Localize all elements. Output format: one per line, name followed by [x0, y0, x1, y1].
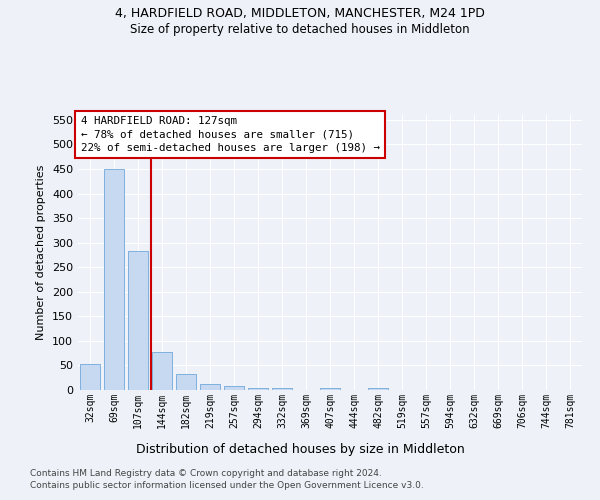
Bar	[320, 388, 340, 390]
Text: Distribution of detached houses by size in Middleton: Distribution of detached houses by size …	[136, 442, 464, 456]
Text: Contains HM Land Registry data © Crown copyright and database right 2024.: Contains HM Land Registry data © Crown c…	[30, 469, 382, 478]
Text: Contains public sector information licensed under the Open Government Licence v3: Contains public sector information licen…	[30, 481, 424, 490]
Bar	[80, 364, 100, 390]
Bar	[128, 251, 148, 390]
Text: 4, HARDFIELD ROAD, MIDDLETON, MANCHESTER, M24 1PD: 4, HARDFIELD ROAD, MIDDLETON, MANCHESTER…	[115, 8, 485, 20]
Bar	[176, 374, 196, 390]
Text: Size of property relative to detached houses in Middleton: Size of property relative to detached ho…	[130, 22, 470, 36]
Bar	[272, 388, 292, 390]
Bar	[248, 388, 268, 390]
Bar	[200, 384, 220, 390]
Y-axis label: Number of detached properties: Number of detached properties	[37, 165, 46, 340]
Bar	[152, 352, 172, 390]
Bar	[368, 388, 388, 390]
Bar	[224, 386, 244, 390]
Bar	[104, 169, 124, 390]
Text: 4 HARDFIELD ROAD: 127sqm
← 78% of detached houses are smaller (715)
22% of semi-: 4 HARDFIELD ROAD: 127sqm ← 78% of detach…	[80, 116, 380, 153]
